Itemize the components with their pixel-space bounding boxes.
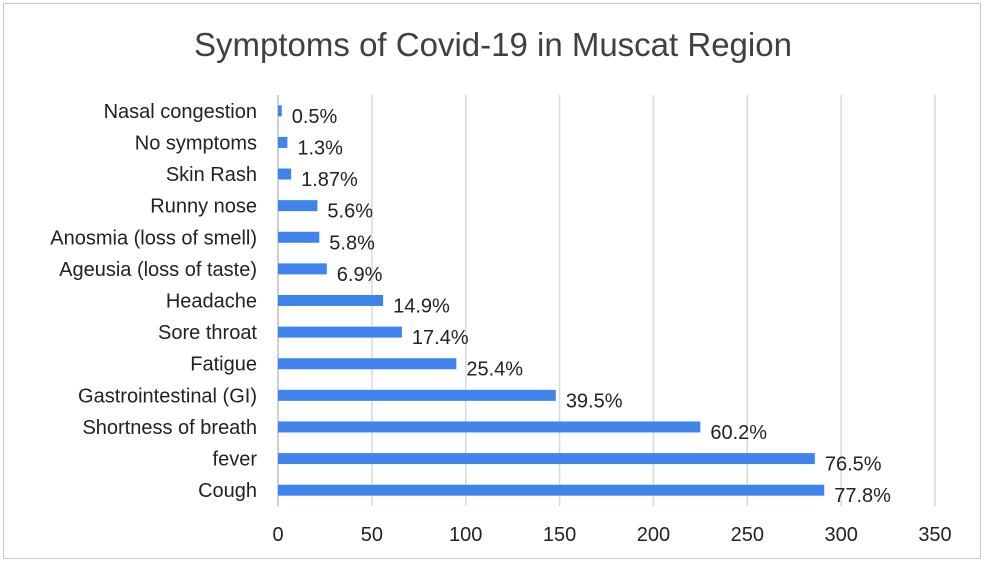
- category-label: Headache: [166, 291, 257, 313]
- category-label: Nasal congestion: [104, 101, 257, 123]
- category-label: No symptoms: [135, 132, 257, 154]
- chart-frame: [3, 3, 981, 559]
- chart-title: Symptoms of Covid-19 in Muscat Region: [194, 26, 792, 63]
- bars: [278, 105, 825, 496]
- x-tick-200: 200: [637, 524, 670, 546]
- x-tick-100: 100: [449, 524, 482, 546]
- x-tick-350: 350: [918, 524, 951, 546]
- data-label: 14.9%: [393, 296, 450, 318]
- bar-gastrointestinal-gi: [278, 389, 556, 401]
- category-labels: Nasal congestion No symptoms Skin Rash Runn…: [50, 101, 257, 502]
- bar-anosmia-loss-of-smell: [278, 231, 320, 243]
- bar-ageusia-loss-of-taste: [278, 263, 327, 275]
- data-label: 1.3%: [297, 137, 343, 159]
- data-label: 17.4%: [412, 327, 469, 349]
- data-label: 5.6%: [327, 201, 373, 223]
- data-label: 0.5%: [292, 106, 338, 128]
- bar-no-symptoms: [278, 136, 288, 148]
- x-tick-50: 50: [361, 524, 383, 546]
- category-label: Anosmia (loss of smell): [50, 227, 257, 249]
- category-label: Cough: [198, 480, 257, 502]
- bar-fever: [278, 453, 815, 465]
- bar-cough: [278, 484, 825, 496]
- data-label: 77.8%: [834, 485, 891, 507]
- bar-nasal-congestion: [278, 105, 282, 117]
- x-tick-0: 0: [272, 524, 283, 546]
- gridlines: [277, 95, 936, 506]
- category-label: Fatigue: [190, 354, 257, 376]
- data-label: 60.2%: [710, 422, 767, 444]
- x-tick-150: 150: [543, 524, 576, 546]
- data-label: 6.9%: [337, 264, 383, 286]
- x-tick-300: 300: [824, 524, 857, 546]
- bar-fatigue: [278, 358, 457, 370]
- category-label: Ageusia (loss of taste): [59, 259, 257, 281]
- category-label: Gastrointestinal (GI): [78, 385, 257, 407]
- data-label: 76.5%: [825, 454, 882, 476]
- data-label: 1.87%: [301, 169, 358, 191]
- data-label: 5.8%: [329, 232, 375, 254]
- x-tick-250: 250: [731, 524, 764, 546]
- category-label: Runny nose: [150, 196, 257, 218]
- data-labels: 0.5% 1.3% 1.87% 5.6% 5.8% 6.9% 14.9% 17.4% 25.4%…: [292, 106, 891, 507]
- category-label: Shortness of breath: [82, 417, 257, 439]
- bar-sore-throat: [278, 326, 402, 338]
- bar-runny-nose: [278, 200, 318, 212]
- x-tick-labels: 0 50 100 150 200 250 300 350: [272, 524, 951, 546]
- bar-shortness-of-breath: [278, 421, 701, 433]
- data-label: 25.4%: [466, 359, 523, 381]
- bar-headache: [278, 295, 384, 306]
- category-label: Skin Rash: [166, 164, 257, 186]
- bar-skin-rash: [278, 168, 292, 180]
- category-label: fever: [213, 449, 258, 471]
- category-label: Sore throat: [158, 322, 257, 344]
- data-label: 39.5%: [566, 390, 623, 412]
